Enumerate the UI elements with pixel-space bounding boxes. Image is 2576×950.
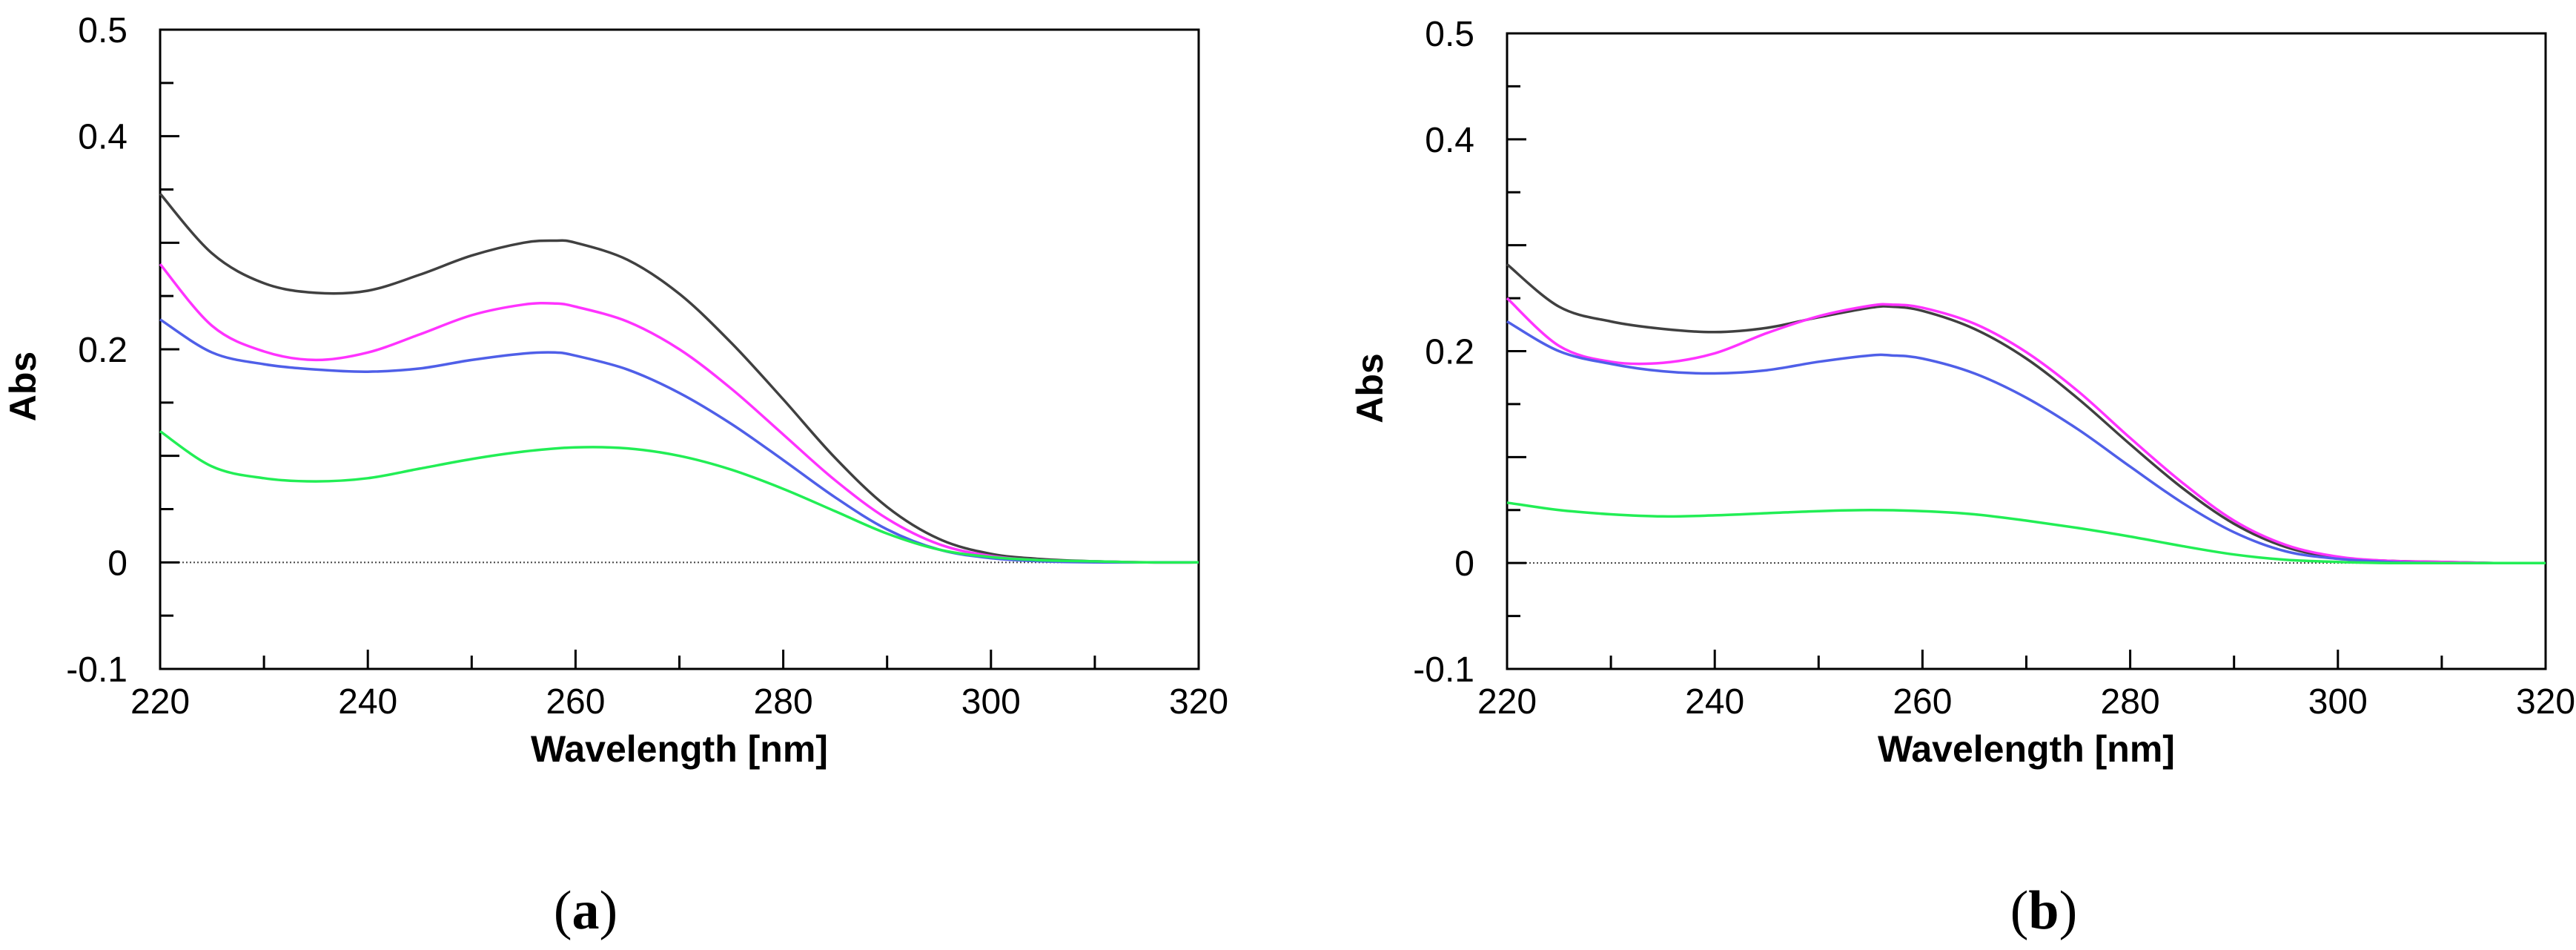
y-tick-label: 0 [1454, 544, 1474, 584]
y-tick-label: 0 [107, 544, 128, 583]
caption-close-paren: ) [600, 880, 618, 941]
x-tick-label: 240 [1685, 682, 1744, 722]
caption-letter: b [2028, 880, 2059, 941]
x-tick-label: 320 [2516, 682, 2575, 722]
x-tick-label: 220 [1477, 682, 1537, 722]
caption-open-paren: ( [554, 880, 572, 941]
series-line-green [1506, 501, 2546, 565]
y-tick-label: 0.5 [1425, 15, 1474, 54]
x-axis-title: Wavelength [nm] [531, 728, 828, 770]
chart-panel-a: 220 240 260 280 300 320 -0.1 0 0.2 0.4 0.5 Waveleng… [2, 11, 1228, 941]
x-tick-label: 320 [1169, 682, 1228, 722]
y-axis-title: Abs [2, 352, 44, 421]
x-tick-label: 300 [961, 682, 1021, 722]
x-tick-label: 220 [130, 682, 190, 722]
caption-letter: a [572, 880, 600, 941]
panel-caption: (a) [554, 880, 617, 941]
series-line-black [159, 193, 1199, 564]
x-tick-label: 300 [2308, 682, 2368, 722]
y-axis-title: Abs [1349, 353, 1391, 423]
x-tick-label: 240 [338, 682, 397, 722]
y-tick-label: -0.1 [1413, 650, 1474, 690]
y-tick-label: 0.5 [78, 11, 128, 50]
x-tick-label: 280 [754, 682, 813, 722]
chart-panel-b: 220 240 260 280 300 320 -0.1 0 0.2 0.4 0.5 Waveleng… [1349, 15, 2575, 941]
panel-caption: (b) [2010, 880, 2077, 941]
y-tick-label: 0.4 [1425, 121, 1474, 160]
x-tick-label: 280 [2101, 682, 2160, 722]
caption-open-paren: ( [2010, 880, 2029, 941]
series-line-blue [1506, 320, 2546, 565]
y-tick-label: 0.4 [78, 118, 128, 157]
x-tick-label: 260 [546, 682, 605, 722]
y-tick-label: 0.2 [1425, 333, 1474, 372]
y-tick-label: -0.1 [66, 650, 128, 690]
series-line-green [159, 430, 1199, 564]
caption-close-paren: ) [2059, 880, 2078, 941]
x-axis-title: Wavelength [nm] [1878, 728, 2175, 770]
y-tick-label: 0.2 [78, 331, 128, 370]
x-tick-label: 260 [1893, 682, 1952, 722]
series-line-magenta [1506, 297, 2546, 565]
